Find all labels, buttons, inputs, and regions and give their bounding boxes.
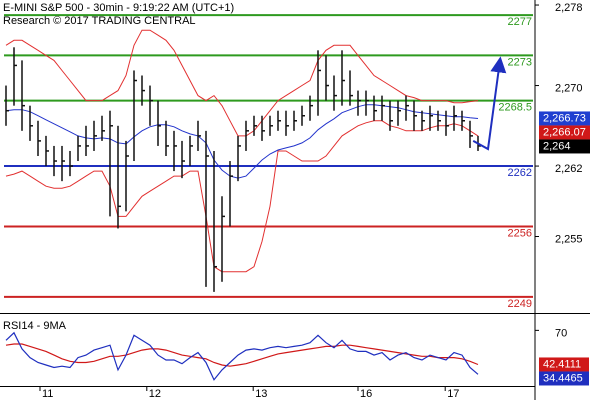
price-box-label: 2,266.07	[543, 126, 586, 138]
price-box-label: 34.4465	[543, 372, 583, 384]
y-tick-label: 70	[555, 327, 567, 339]
chart-title: E-MINI S&P 500 - 30min - 9:19:22 AM (UTC…	[3, 2, 234, 14]
upper-band	[5, 29, 479, 137]
rsi-title: RSI14 - 9MA	[3, 320, 67, 332]
price-box	[539, 125, 590, 140]
price-box	[539, 371, 589, 386]
level-label: 2277	[508, 16, 532, 28]
x-tick-label: 13	[255, 388, 267, 400]
x-tick-label: 16	[360, 388, 372, 400]
x-tick-label: 17	[447, 388, 459, 400]
x-tick-label: 12	[149, 388, 161, 400]
price-box	[539, 111, 590, 126]
price-box-label: 2,266.73	[543, 112, 586, 124]
level-label: 2273	[508, 56, 532, 68]
level-label: 2262	[508, 167, 532, 179]
price-box-label: 42.4111	[543, 358, 581, 370]
rsi-line	[5, 331, 479, 381]
rsi-line	[5, 343, 479, 367]
price-box	[539, 139, 590, 154]
chart-subtitle: Research © 2017 TRADING CENTRAL	[3, 15, 196, 27]
level-label: 2249	[508, 298, 532, 310]
level-label: 2268.5	[498, 102, 532, 114]
forecast-arrow	[472, 56, 507, 151]
level-label: 2256	[508, 227, 532, 239]
y-tick-label: 2,255	[555, 233, 583, 245]
ma	[5, 104, 479, 179]
y-tick-label: 2,262	[555, 163, 583, 175]
price-box-label: 2,264	[543, 140, 571, 152]
lower-band	[5, 120, 479, 273]
x-tick-label: 11	[42, 388, 53, 400]
y-tick-label: 2,270	[555, 82, 583, 94]
price-box	[539, 357, 589, 372]
y-tick-label: 2,278	[555, 2, 583, 14]
